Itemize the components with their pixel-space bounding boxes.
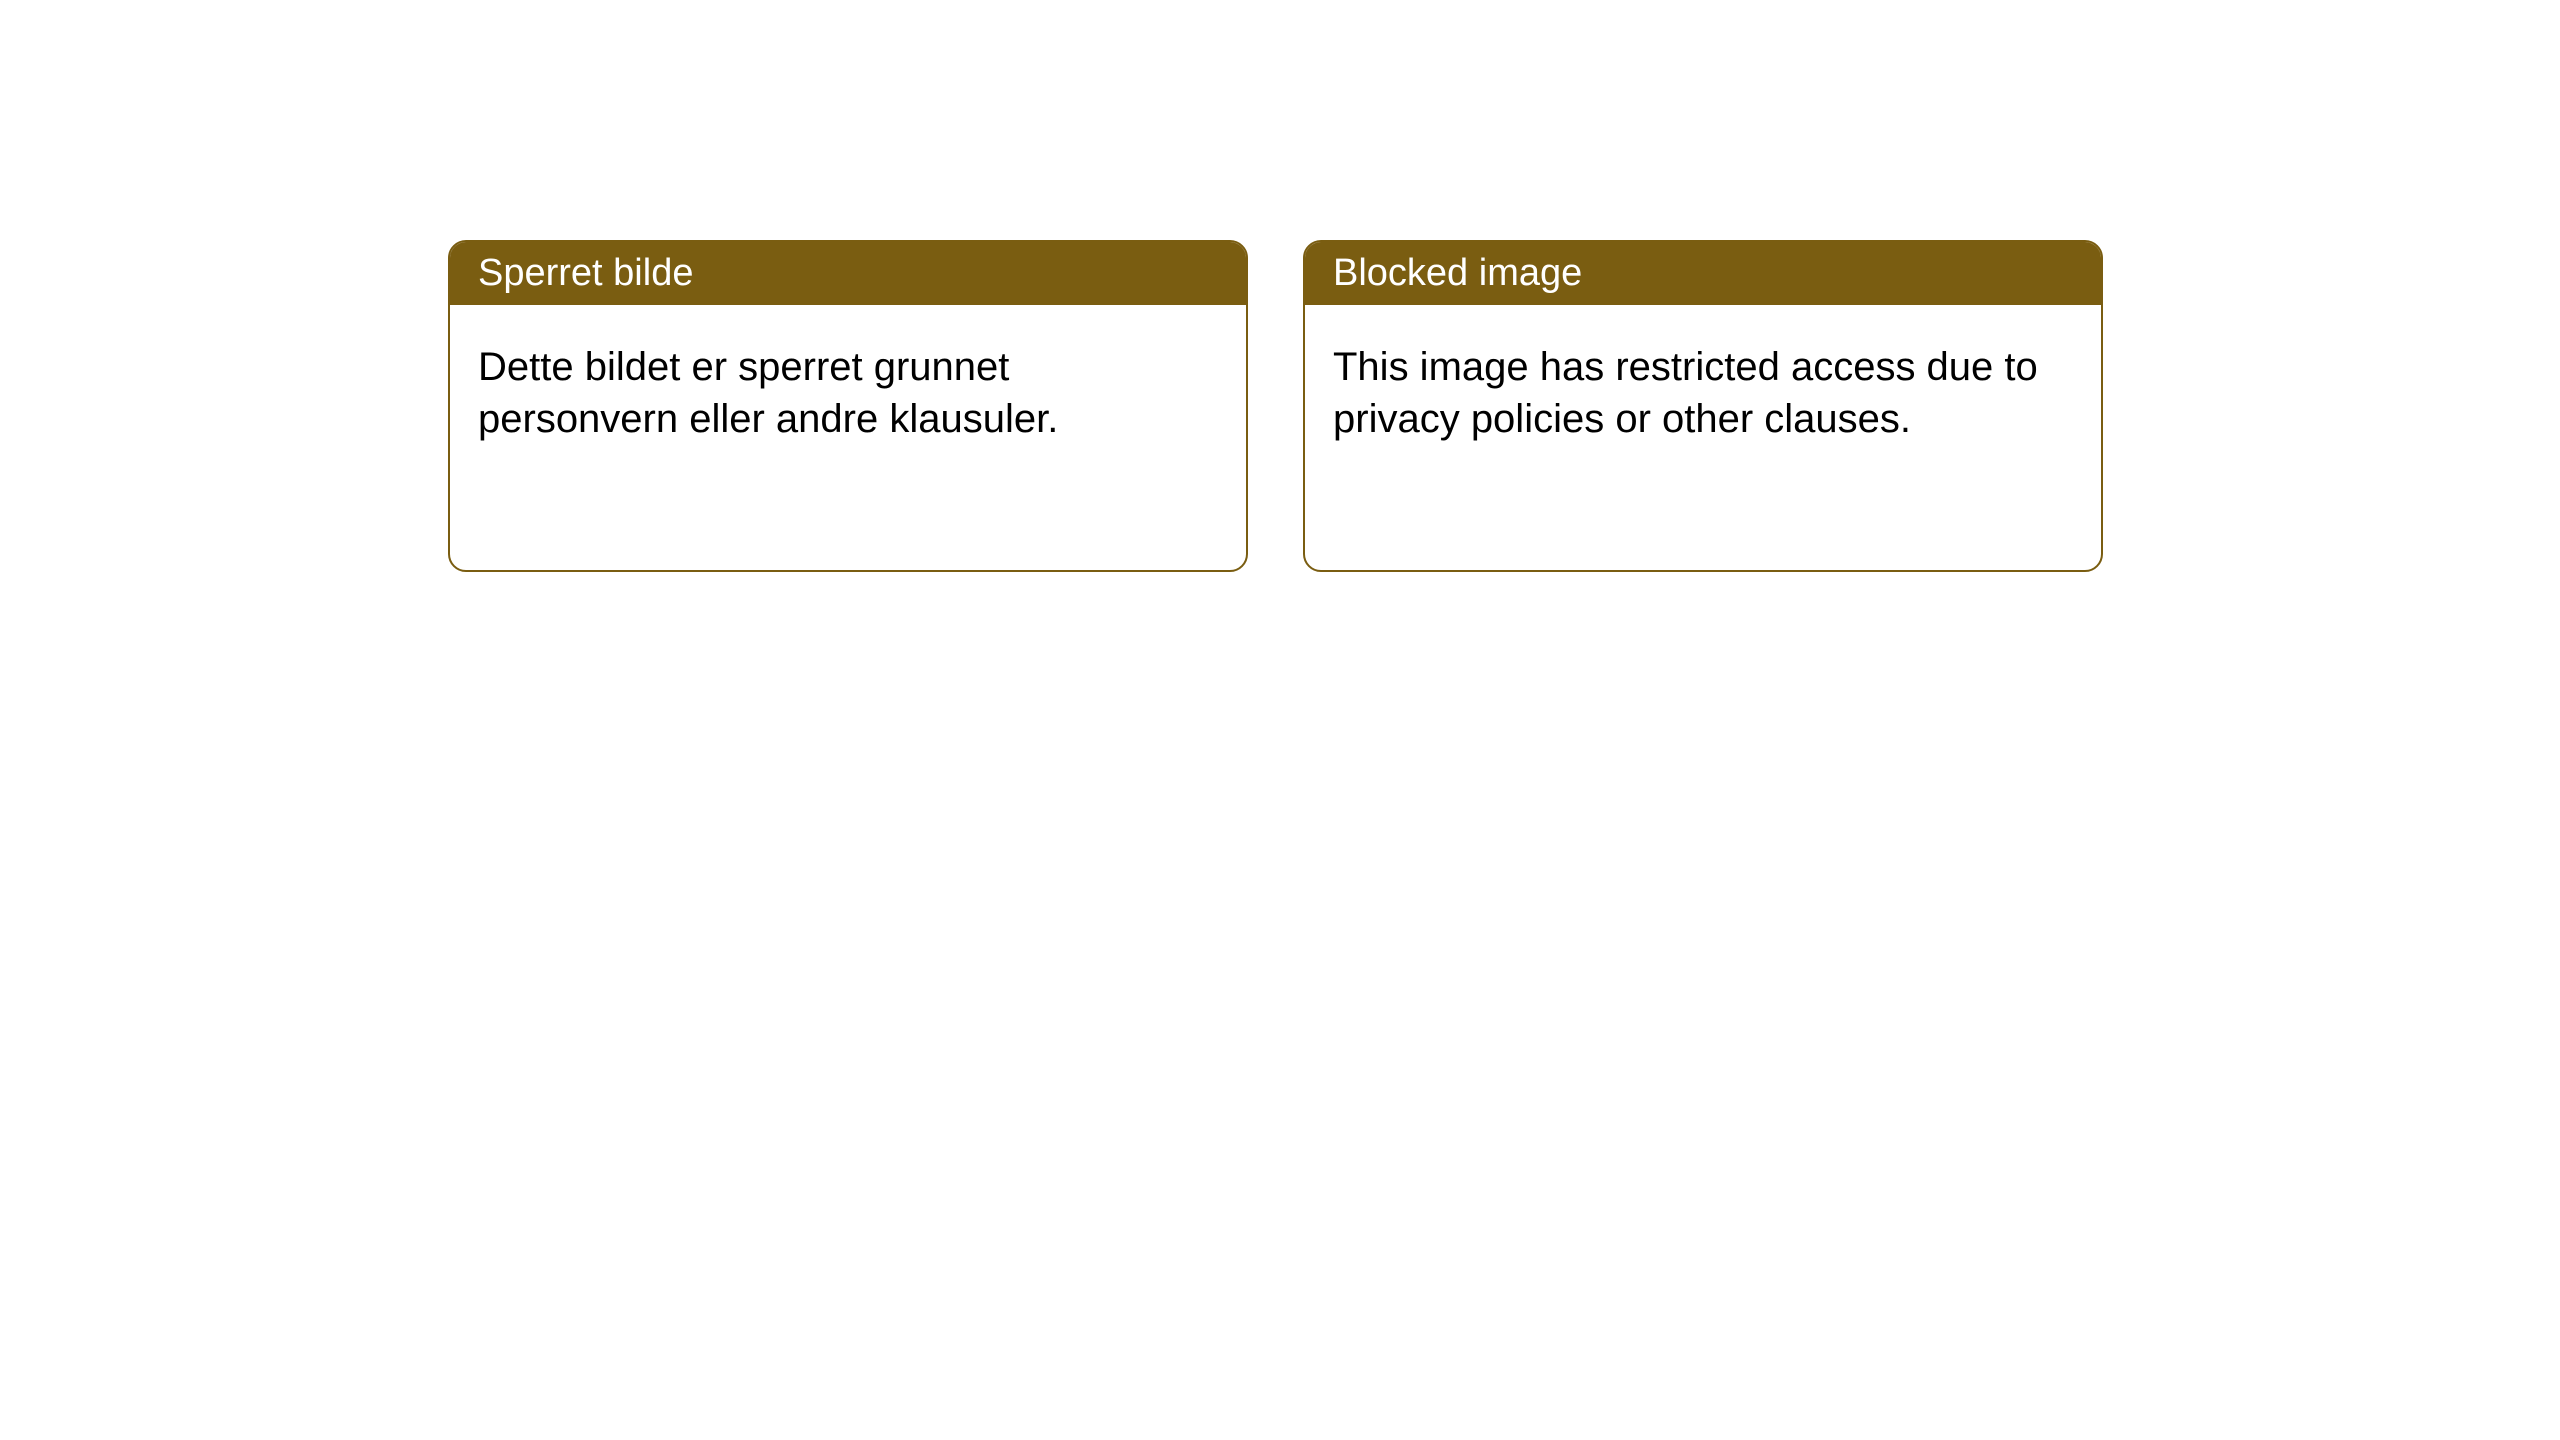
blocked-image-card-en: Blocked image This image has restricted … [1303, 240, 2103, 572]
card-title: Blocked image [1333, 252, 1582, 294]
card-body-text: Dette bildet er sperret grunnet personve… [478, 345, 1058, 441]
card-title: Sperret bilde [478, 252, 693, 294]
card-container: Sperret bilde Dette bildet er sperret gr… [0, 0, 2560, 572]
card-header: Blocked image [1305, 242, 2101, 305]
blocked-image-card-no: Sperret bilde Dette bildet er sperret gr… [448, 240, 1248, 572]
card-body: Dette bildet er sperret grunnet personve… [450, 305, 1246, 481]
card-body-text: This image has restricted access due to … [1333, 345, 2038, 441]
card-body: This image has restricted access due to … [1305, 305, 2101, 481]
card-header: Sperret bilde [450, 242, 1246, 305]
